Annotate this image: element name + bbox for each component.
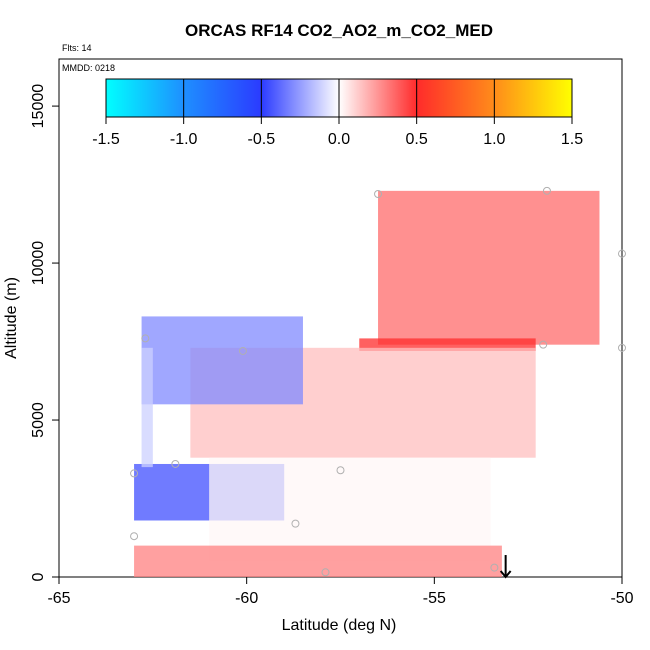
colorbar-tick-label: 0.0 [328,131,350,148]
region-upper-red-wedge [378,190,600,345]
region-lower-white-wedge [209,457,491,562]
y-tick-label: 5000 [30,402,47,438]
sample-point [618,343,626,352]
y-axis-label: Altitude (m) [3,277,20,359]
sample-point [539,340,548,349]
x-axis-label: Latitude (deg N) [282,617,397,634]
y-tick-label: 15000 [30,84,47,129]
region-upper-blue-plume [141,316,303,405]
sample-points [130,186,626,577]
heatmap-regions [134,190,600,577]
date-label: MMDD: 0218 [62,63,115,73]
y-tick-label: 0 [30,572,47,581]
x-tick-label: -60 [235,590,258,607]
region-surface-red-band [134,545,502,577]
location-arrow [499,555,512,579]
colorbar: -1.5 -1.0 -0.5 0.0 0.5 1.0 1.5 [92,78,583,148]
x-tick-label: -50 [610,590,633,607]
sample-point [490,563,499,572]
chart-title: ORCAS RF14 CO2_AO2_m_CO2_MED [185,21,493,40]
sample-point [618,249,626,258]
colorbar-tick-label: 0.5 [406,131,428,148]
colorbar-tick-label: 1.0 [483,131,505,148]
sample-point [130,469,139,478]
x-tick-label: -55 [423,590,446,607]
x-tick-label: -65 [47,590,70,607]
colorbar-tick-label: -1.0 [170,131,198,148]
sample-point [238,346,247,355]
colorbar-tick-label: -1.5 [92,131,120,148]
colorbar-tick-label: 1.5 [561,131,583,148]
sample-point [321,568,330,577]
sample-point [291,519,300,528]
y-axis: 0 5000 10000 15000 [30,84,59,581]
sample-point [374,189,383,198]
region-vertical-blue-column [141,347,153,468]
sample-point [130,532,139,541]
x-axis: -65 -60 -55 -50 [47,577,634,607]
sample-point [171,459,180,468]
sample-point [336,466,345,475]
sample-point [542,186,551,195]
flights-label: Flts: 14 [62,43,92,53]
y-tick-label: 10000 [30,241,47,286]
sample-point [141,334,150,343]
arrow-head [499,570,512,579]
colorbar-tick-label: -0.5 [248,131,276,148]
